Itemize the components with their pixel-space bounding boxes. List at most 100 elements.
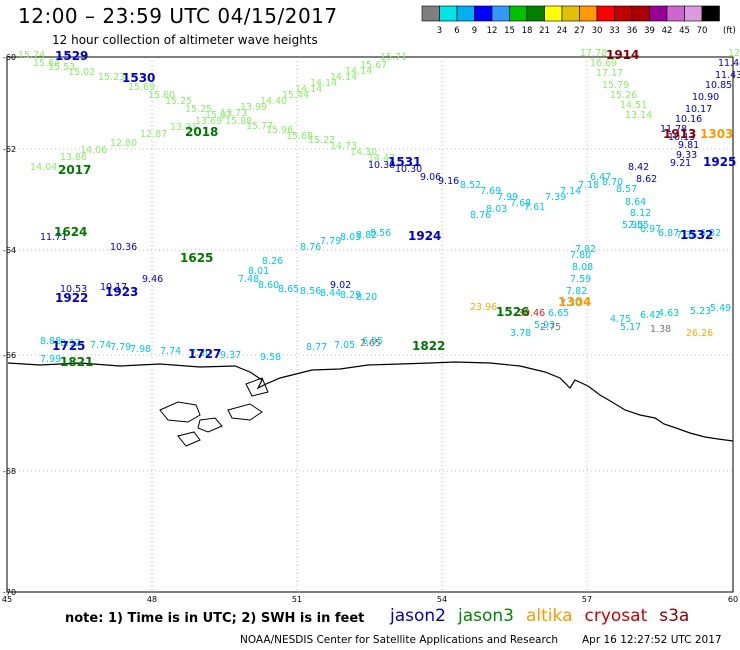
wave-height-value: 14.14 — [295, 84, 322, 95]
wave-height-value: 8.65 — [278, 284, 299, 295]
wave-height-value: 30.46 — [518, 308, 545, 319]
wave-height-value: 10.53 — [60, 284, 87, 295]
lat-label: -70 — [3, 588, 16, 597]
colorbar-tick-label: 30 — [592, 26, 603, 36]
wave-height-value: 26.26 — [686, 328, 713, 339]
wave-height-value: 8.82 — [356, 230, 377, 241]
wave-height-value: 11.71 — [40, 232, 67, 243]
wave-height-value: 9.33 — [676, 150, 697, 161]
wave-height-value: 8.26 — [262, 256, 283, 267]
wave-height-value: 7.30 — [190, 348, 211, 359]
wave-height-value: 9.16 — [438, 176, 459, 187]
lon-label: 57 — [582, 595, 592, 604]
wave-height-value: 8.03 — [340, 232, 361, 243]
colorbar-tick-label: 70 — [697, 26, 708, 36]
wave-height-value: 8.29 — [340, 290, 361, 301]
colorbar-tick-label: 45 — [679, 26, 690, 36]
wave-height-value: 14.40 — [260, 96, 287, 107]
wave-height-value: 13.99 — [240, 102, 267, 113]
wave-height-value: 8.64 — [625, 197, 646, 208]
wave-height-value: 7.80 — [570, 250, 591, 261]
timestamp: Apr 16 12:27:52 UTC 2017 — [582, 634, 722, 646]
wave-height-value: 7.82 — [575, 244, 596, 255]
wave-height-value: 15.44 — [282, 90, 309, 101]
wave-height-value: 12.87 — [140, 129, 167, 140]
pass-time-label: 1530 — [122, 71, 155, 85]
wave-height-value: 7.05 — [334, 340, 355, 351]
pass-time-label: 1914 — [606, 48, 639, 62]
wave-height-value: 7.48 — [238, 274, 259, 285]
wave-height-value: 15.25 — [185, 104, 212, 115]
wave-height-value: 7.36 — [676, 230, 697, 241]
wave-height-value: 7.30 — [560, 298, 581, 309]
coastline — [7, 361, 734, 442]
wave-height-value: 14.04 — [30, 162, 57, 173]
wave-height-value: 7.39 — [545, 192, 566, 203]
pass-time-label: 1922 — [55, 291, 88, 305]
wave-height-value: 15.60 — [148, 90, 175, 101]
wave-height-value: 14.51 — [620, 100, 647, 111]
wave-height-value: 8.03 — [486, 204, 507, 215]
wave-height-value: 17.17 — [596, 68, 623, 79]
wave-height-value: 9.58 — [260, 352, 281, 363]
lat-label: -66 — [3, 351, 16, 360]
wave-height-value: 14.43 — [368, 153, 395, 164]
wave-height-value: 5.90 — [622, 220, 643, 231]
credit-line: NOAA/NESDIS Center for Satellite Applica… — [240, 634, 558, 646]
wave-height-value: 8.01 — [248, 266, 269, 277]
colorbar-tick-label: 3 — [437, 26, 442, 36]
wave-height-value: 14.73 — [330, 141, 357, 152]
wave-height-value: 13.86 — [60, 152, 87, 163]
wave-height-value: 8.12 — [60, 338, 81, 349]
pass-time-label: 1532 — [680, 228, 713, 242]
wave-height-value: 6.47 — [590, 172, 611, 183]
wave-height-value: 10.85 — [705, 80, 732, 91]
colorbar-tick-label: 9 — [472, 26, 477, 36]
wave-height-value: 6.87 — [658, 228, 679, 239]
wave-height-value: 7.82 — [566, 286, 587, 297]
wave-height-value: 15.71 — [380, 52, 407, 63]
wave-height-value: 8.44 — [320, 288, 341, 299]
coast-island — [245, 377, 269, 397]
wave-height-value: 9.37 — [220, 350, 241, 361]
wave-height-value: 14.14 — [345, 66, 372, 77]
wave-height-value: 7.18 — [578, 180, 599, 191]
colorbar-unit: (ft) — [723, 26, 736, 36]
colorbar-tick-label: 18 — [522, 26, 533, 36]
wave-height-value: 8.12 — [630, 208, 651, 219]
lon-label: 54 — [437, 595, 447, 604]
wave-height-value: 7.69 — [480, 186, 501, 197]
wave-height-value: 7.68 — [510, 198, 531, 209]
wave-height-value: 8.57 — [616, 184, 637, 195]
legend-jason3: jason3 — [458, 606, 514, 626]
wave-height-value: 15.74 — [18, 50, 45, 61]
wave-height-value: 8.88 — [40, 336, 61, 347]
color-scale-bar: 3 6 9 12 15 18 21 24 27 30 33 36 39 42 45 70 (ft) — [421, 5, 736, 36]
wave-height-value: 8.56 — [370, 228, 391, 239]
wave-height-value: 10.17 — [685, 104, 712, 115]
wave-height-value: 8.20 — [356, 292, 377, 303]
wave-height-value: 10.16 — [675, 114, 702, 125]
lon-label: 60 — [728, 595, 738, 604]
colorbar-tick-label: 36 — [627, 26, 638, 36]
wave-height-value: 6.65 — [548, 308, 569, 319]
lon-label: 48 — [147, 595, 157, 604]
pass-time-label: 1526 — [496, 305, 529, 319]
pass-time-label: 1303 — [700, 127, 733, 141]
wave-height-value: 14.14 — [330, 72, 357, 83]
map-frame — [6, 56, 734, 593]
wave-height-value: 5.93 — [534, 320, 555, 331]
wave-height-value: 8.76 — [300, 242, 321, 253]
colorbar-tick-label: 42 — [662, 26, 673, 36]
wave-height-value: 17.78 — [580, 48, 607, 59]
legend-cryosat: cryosat — [584, 606, 648, 626]
wave-height-value: 3.78 — [510, 328, 531, 339]
pass-time-label: 1727 — [188, 347, 221, 361]
colorbar-tick-label: 24 — [557, 26, 568, 36]
wave-height-value: 7.74 — [90, 340, 111, 351]
wave-height-value: 15.77 — [246, 121, 273, 132]
wave-height-value: 13.73 — [220, 108, 247, 119]
satellite-legend: jason2 jason3 altika cryosat s3a — [390, 606, 701, 626]
wave-height-value: 16.69 — [590, 58, 617, 69]
